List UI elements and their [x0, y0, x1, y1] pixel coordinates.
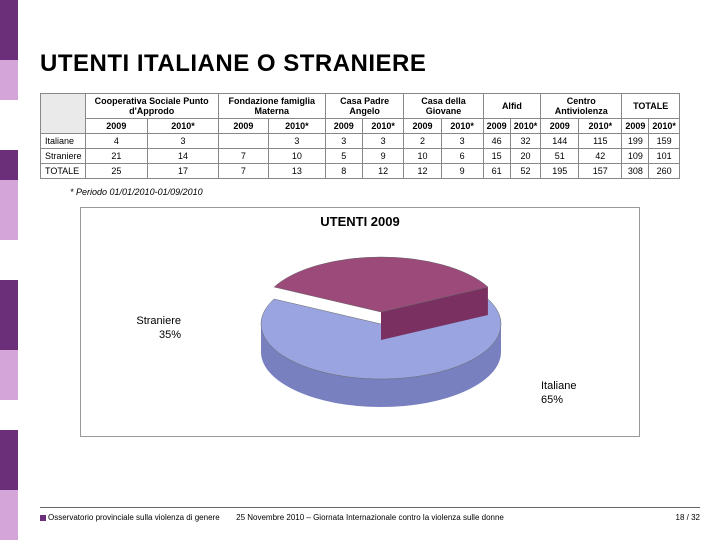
slide-content: UTENTI ITALIANE O STRANIERE Cooperativa …	[40, 50, 700, 437]
year-header: 2009	[622, 119, 649, 134]
cell: 3	[269, 134, 326, 149]
cell: 260	[649, 164, 680, 179]
year-header: 2009	[325, 119, 362, 134]
table-row: Italiane43333234632144115199159	[41, 134, 680, 149]
cell: 144	[541, 134, 579, 149]
cell: 12	[404, 164, 441, 179]
cell: 9	[441, 164, 483, 179]
cell: 4	[85, 134, 148, 149]
year-header: 2010*	[441, 119, 483, 134]
cell: 8	[325, 164, 362, 179]
cell: 20	[510, 149, 541, 164]
year-header: 2010*	[148, 119, 219, 134]
year-header: 2010*	[510, 119, 541, 134]
cell: 109	[622, 149, 649, 164]
cell: 101	[649, 149, 680, 164]
year-header: 2010*	[362, 119, 404, 134]
year-header: 2009	[541, 119, 579, 134]
cell: 14	[148, 149, 219, 164]
svg-text:Italiane: Italiane	[541, 380, 576, 392]
svg-text:Straniere: Straniere	[136, 315, 181, 327]
cell	[218, 134, 268, 149]
cell: 12	[362, 164, 404, 179]
cell: 10	[269, 149, 326, 164]
row-label: Italiane	[41, 134, 86, 149]
cell: 61	[483, 164, 510, 179]
footer-divider	[40, 507, 700, 508]
svg-text:65%: 65%	[541, 394, 563, 406]
table-row: TOTALE25177138121296152195157308260	[41, 164, 680, 179]
col-header: Fondazione famiglia Materna	[218, 94, 325, 119]
cell: 51	[541, 149, 579, 164]
cell: 3	[148, 134, 219, 149]
cell: 159	[649, 134, 680, 149]
col-header: Cooperativa Sociale Punto d'Approdo	[85, 94, 218, 119]
col-header: Alfid	[483, 94, 541, 119]
cell: 32	[510, 134, 541, 149]
page-title: UTENTI ITALIANE O STRANIERE	[40, 50, 700, 78]
accent-bar	[0, 0, 18, 540]
cell: 7	[218, 149, 268, 164]
footer-center: 25 Novembre 2010 – Giornata Internaziona…	[236, 513, 504, 522]
cell: 9	[362, 149, 404, 164]
cell: 157	[579, 164, 622, 179]
col-header: TOTALE	[622, 94, 680, 119]
cell: 42	[579, 149, 622, 164]
period-note: * Periodo 01/01/2010-01/09/2010	[70, 187, 700, 197]
col-header: Casa della Giovane	[404, 94, 483, 119]
footer-left: Osservatorio provinciale sulla violenza …	[40, 513, 220, 522]
cell: 199	[622, 134, 649, 149]
pie-svg: Straniere 35% Italiane 65%	[81, 229, 641, 429]
cell: 308	[622, 164, 649, 179]
footer-left-text: Osservatorio provinciale sulla violenza …	[48, 513, 220, 522]
cell: 17	[148, 164, 219, 179]
cell: 15	[483, 149, 510, 164]
year-header: 2009	[218, 119, 268, 134]
col-header: Casa Padre Angelo	[325, 94, 404, 119]
cell: 10	[404, 149, 441, 164]
cell: 3	[441, 134, 483, 149]
cell: 7	[218, 164, 268, 179]
year-header: 2009	[404, 119, 441, 134]
year-header: 2010*	[269, 119, 326, 134]
cell: 46	[483, 134, 510, 149]
table-row: Straniere21147105910615205142109101	[41, 149, 680, 164]
cell: 21	[85, 149, 148, 164]
cell: 52	[510, 164, 541, 179]
year-header: 2009	[483, 119, 510, 134]
pie-chart: UTENTI 2009 Straniere 35% Italiane 65%	[80, 207, 640, 437]
cell: 5	[325, 149, 362, 164]
row-label: Straniere	[41, 149, 86, 164]
svg-text:35%: 35%	[159, 329, 181, 341]
year-header: 2010*	[649, 119, 680, 134]
data-table: Cooperativa Sociale Punto d'ApprodoFonda…	[40, 93, 680, 179]
year-header: 2010*	[579, 119, 622, 134]
cell: 6	[441, 149, 483, 164]
cell: 3	[325, 134, 362, 149]
data-table-wrap: Cooperativa Sociale Punto d'ApprodoFonda…	[40, 93, 700, 179]
cell: 13	[269, 164, 326, 179]
footer-page: 18 / 32	[676, 513, 700, 522]
footer: Osservatorio provinciale sulla violenza …	[40, 513, 700, 522]
cell: 25	[85, 164, 148, 179]
cell: 3	[362, 134, 404, 149]
col-header: Centro Antiviolenza	[541, 94, 622, 119]
cell: 2	[404, 134, 441, 149]
cell: 115	[579, 134, 622, 149]
chart-title: UTENTI 2009	[81, 208, 639, 229]
year-header: 2009	[85, 119, 148, 134]
row-label: TOTALE	[41, 164, 86, 179]
cell: 195	[541, 164, 579, 179]
